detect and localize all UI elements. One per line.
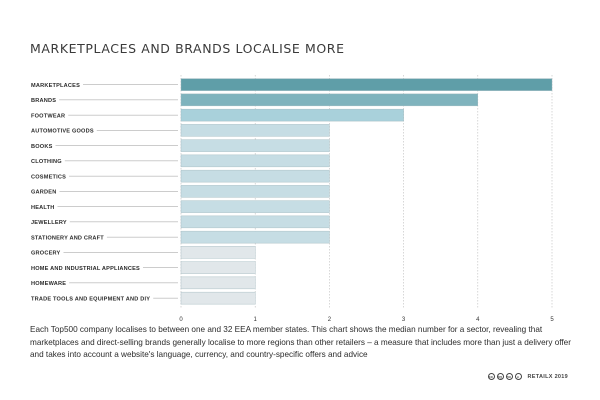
bar bbox=[180, 215, 330, 229]
cc-license-icon: cc bbox=[487, 373, 495, 380]
bar bbox=[180, 139, 330, 152]
bar bbox=[180, 246, 256, 259]
chart-title: MARKETPLACES AND BRANDS LOCALISE MORE bbox=[30, 41, 345, 56]
category-label: COSMETICS bbox=[31, 174, 66, 180]
bar bbox=[180, 230, 330, 244]
credit-label: RETAILX 2019 bbox=[527, 373, 568, 380]
bar bbox=[180, 93, 478, 107]
bar bbox=[180, 169, 330, 183]
bar bbox=[180, 185, 330, 198]
category-label: GARDEN bbox=[31, 190, 56, 196]
category-label: FOOTWEAR bbox=[31, 113, 65, 119]
chart-caption: Each Top500 company localises to between… bbox=[30, 325, 571, 360]
footer: cc by nc = RETAILX 2019 bbox=[487, 373, 568, 380]
x-tick-label: 5 bbox=[550, 317, 554, 323]
category-label: HOME AND INDUSTRIAL APPLIANCES bbox=[31, 266, 140, 272]
category-label: BOOKS bbox=[31, 144, 53, 150]
x-tick-label: 3 bbox=[402, 317, 406, 323]
x-tick-label: 0 bbox=[179, 317, 183, 323]
x-tick-label: 1 bbox=[254, 317, 258, 323]
bar bbox=[180, 291, 256, 305]
bar bbox=[180, 78, 553, 91]
bar bbox=[180, 154, 330, 168]
category-label: BRANDS bbox=[31, 98, 56, 104]
bar bbox=[180, 200, 330, 213]
category-label: HOMEWARE bbox=[31, 281, 66, 287]
category-label: HEALTH bbox=[31, 205, 54, 211]
bar bbox=[180, 276, 256, 290]
category-label: TRADE TOOLS AND EQUIPMENT AND DIY bbox=[31, 296, 150, 302]
category-label: STATIONERY AND CRAFT bbox=[31, 235, 104, 241]
bar bbox=[180, 108, 404, 122]
category-label: CLOTHING bbox=[31, 159, 62, 165]
x-tick-label: 2 bbox=[328, 317, 332, 323]
category-label: AUTOMOTIVE GOODS bbox=[31, 129, 94, 135]
bar bbox=[180, 124, 330, 137]
non-commercial-icon: nc bbox=[505, 373, 513, 380]
category-label: JEWELLERY bbox=[31, 220, 67, 226]
x-tick-label: 4 bbox=[476, 317, 480, 323]
category-label: GROCERY bbox=[31, 251, 61, 257]
attribution-icon: by bbox=[496, 373, 504, 380]
no-derivatives-icon: = bbox=[514, 373, 522, 380]
category-label: MARKETPLACES bbox=[31, 83, 80, 89]
bar bbox=[180, 261, 256, 274]
